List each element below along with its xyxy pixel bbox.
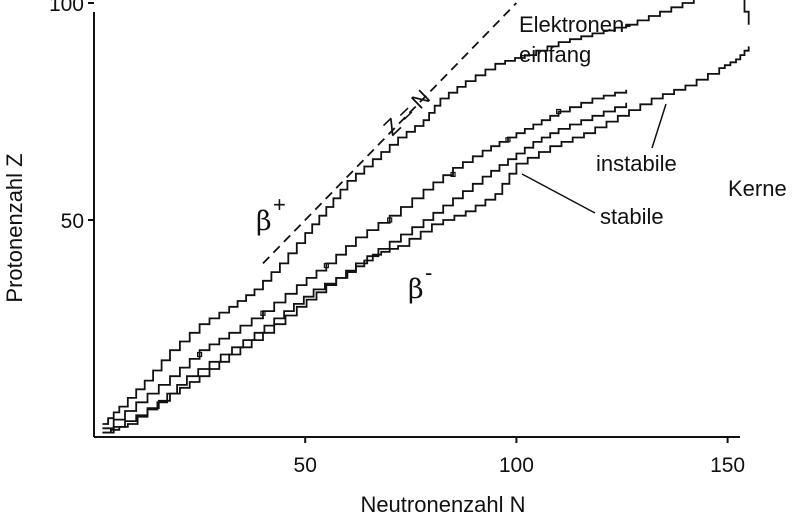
isotope-point [505,137,511,143]
plot-lines [102,0,750,434]
x-tick-label: 150 [710,454,745,477]
isotope-point [387,217,393,223]
beta-plus-symbol: β [256,206,272,237]
annotation-instabile: instabile [596,151,677,176]
tick-marks [88,2,729,443]
isotope-point [323,262,329,269]
isotope-point [556,108,562,115]
z-equals-n-line [262,2,518,265]
annotation-stabile: stabile [600,204,664,229]
stable-band-lower-edge [102,102,628,434]
beta-plus-sup: + [273,192,286,217]
beta-minus-sup: - [425,260,432,285]
isotope-point [197,351,203,358]
x-tick-label: 100 [499,454,534,477]
unstable-band-lower-edge [102,46,750,434]
pointer-stabile [521,173,596,214]
annotation-electron-capture-2: einfang [519,42,591,67]
beta-minus-symbol: β [408,274,424,305]
y-tick-label: 100 [49,0,84,16]
y-tick-label: 50 [61,210,84,233]
y-axis-title: Protonenzahl Z [2,153,27,302]
isotope-point [260,310,266,316]
stable-band-upper-edge [102,89,628,430]
annotation-electron-capture-1: Elektronen- [519,12,632,37]
unstable-band-upper-edge [102,0,750,425]
x-tick-label: 50 [294,454,317,477]
x-axis-title: Neutronenzahl N [360,492,525,517]
pointer-instabile [651,103,667,149]
annotation-kerne: Kerne [728,176,787,201]
isotope-point [450,171,456,178]
